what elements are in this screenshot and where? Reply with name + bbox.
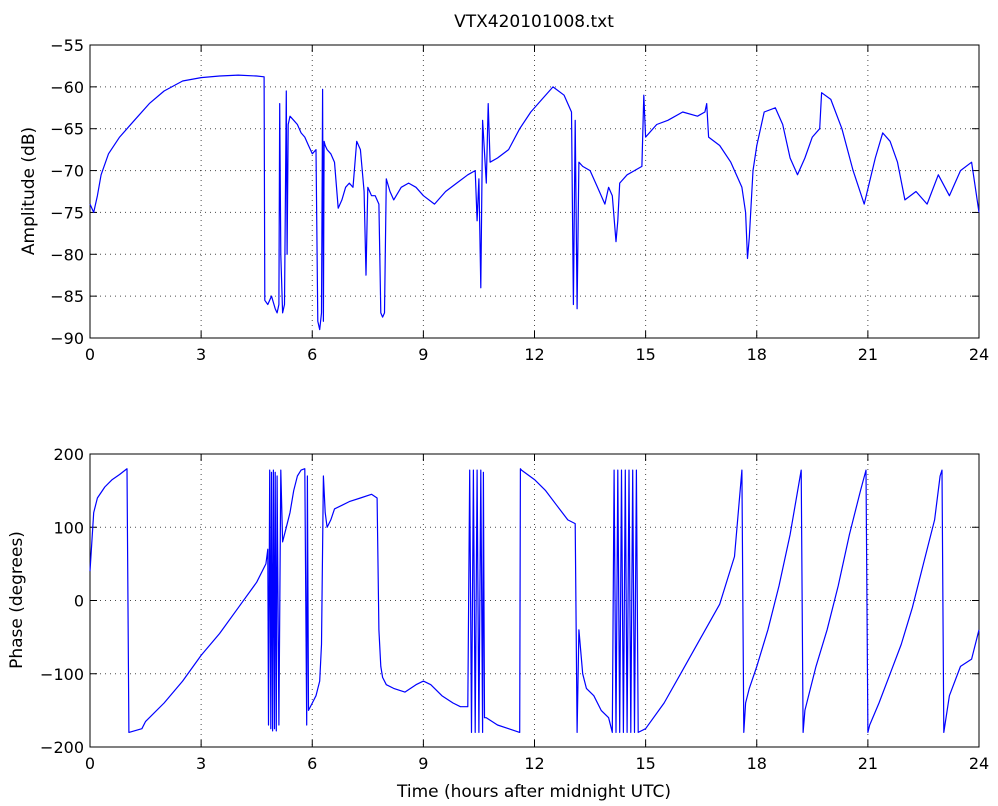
phase-x-tick-label: 15 (635, 754, 655, 773)
amplitude-y-tick-label: −65 (50, 120, 84, 139)
amplitude-plot-area (89, 44, 980, 339)
amplitude-x-tick-label: 0 (85, 345, 95, 364)
amplitude-y-axis-label: Amplitude (dB) (19, 127, 39, 255)
phase-y-axis-label: Phase (degrees) (7, 531, 27, 669)
amplitude-x-tick-label: 9 (418, 345, 428, 364)
amplitude-x-tick-label: 24 (969, 345, 989, 364)
phase-series-line (89, 468, 980, 733)
amplitude-x-tick-label: 3 (196, 345, 206, 364)
amplitude-y-tick-label: −70 (50, 162, 84, 181)
phase-panel: 0 3 6 9 12 15 18 21 24 200 100 0 −100 −200 Time (hour… (7, 445, 989, 802)
phase-x-tick-label: 24 (969, 754, 989, 773)
amplitude-y-tick-label: −90 (50, 329, 84, 348)
amplitude-series-line (89, 74, 980, 331)
amplitude-y-tick-label: −75 (50, 203, 84, 222)
amplitude-x-tick-label: 15 (635, 345, 655, 364)
phase-x-tick-label: 18 (747, 754, 767, 773)
phase-x-axis-label: Time (hours after midnight UTC) (396, 782, 671, 802)
amplitude-grid (90, 45, 979, 338)
phase-y-tick-label: 0 (74, 592, 84, 611)
amplitude-y-tick-label: −55 (50, 36, 84, 55)
amplitude-ticks: 0 3 6 9 12 15 18 21 24 −55 −60 −65 −70 −75 −80 −85 −90 (50, 36, 989, 364)
chart-title: VTX420101008.txt (454, 12, 614, 32)
phase-ticks: 0 3 6 9 12 15 18 21 24 200 100 0 −100 −200 (40, 445, 989, 773)
phase-y-tick-label: −200 (40, 738, 84, 757)
phase-grid (90, 454, 979, 747)
amplitude-panel: 0 3 6 9 12 15 18 21 24 −55 −60 −65 −70 −75 −80 −85 −90 V… (19, 12, 989, 364)
phase-x-tick-label: 6 (307, 754, 317, 773)
amplitude-x-tick-label: 21 (858, 345, 878, 364)
phase-x-tick-label: 21 (858, 754, 878, 773)
amplitude-x-tick-label: 12 (524, 345, 544, 364)
phase-y-tick-label: 200 (53, 445, 84, 464)
phase-x-tick-label: 0 (85, 754, 95, 773)
amplitude-x-tick-label: 18 (747, 345, 767, 364)
amplitude-y-tick-label: −85 (50, 287, 84, 306)
amplitude-y-tick-label: −80 (50, 245, 84, 264)
amplitude-x-tick-label: 6 (307, 345, 317, 364)
phase-x-tick-label: 9 (418, 754, 428, 773)
amplitude-y-tick-label: −60 (50, 78, 84, 97)
phase-y-tick-label: −100 (40, 665, 84, 684)
phase-y-tick-label: 100 (53, 518, 84, 537)
phase-x-tick-label: 12 (524, 754, 544, 773)
phase-x-tick-label: 3 (196, 754, 206, 773)
